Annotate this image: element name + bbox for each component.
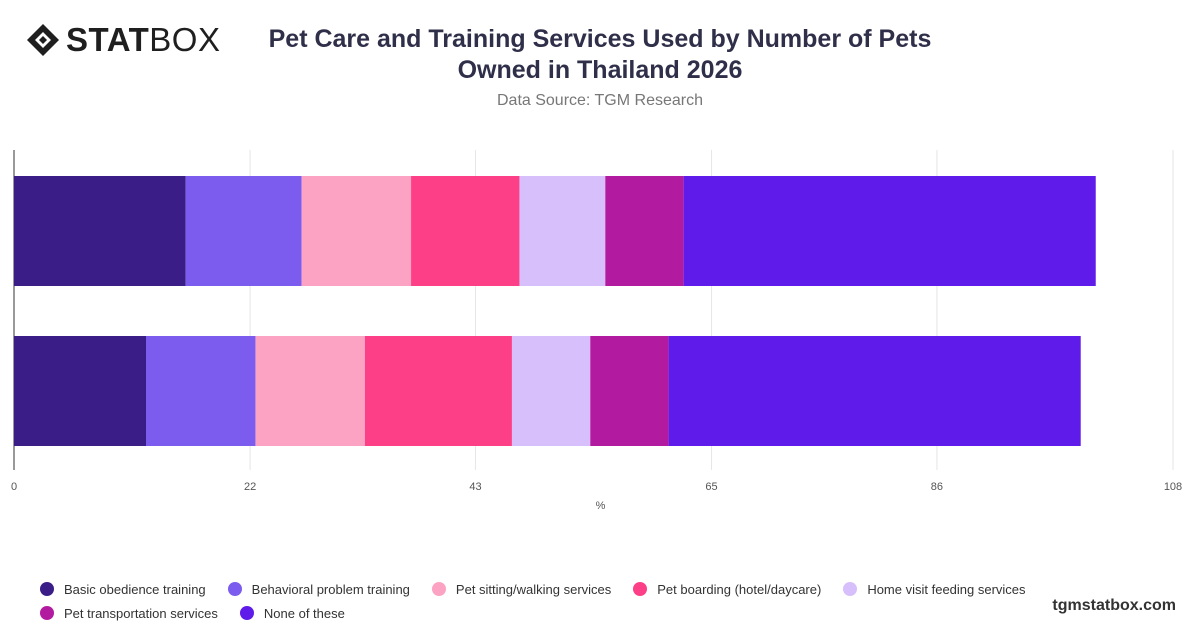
x-tick-label: 86: [931, 481, 943, 493]
legend-label: Home visit feeding services: [867, 581, 1026, 597]
chart-subtitle: Data Source: TGM Research: [496, 92, 703, 109]
legend-swatch: [843, 582, 858, 596]
x-tick-label: 0: [11, 481, 17, 493]
chart-legend: Basic obedience training Behavioral probl…: [40, 580, 1180, 622]
legend-swatch: [40, 582, 54, 596]
bar-segment: [301, 176, 412, 286]
watermark: tgmstatbox.com: [1052, 597, 1176, 614]
logo-bold-text: STAT: [66, 21, 150, 58]
bar-segment: [683, 176, 1096, 286]
bar-segment: [605, 176, 684, 286]
chart-title: Pet Care and Training Services Used by N…: [268, 25, 932, 84]
legend-label: Pet sitting/walking services: [455, 581, 612, 597]
x-tick-label: 22: [244, 481, 256, 493]
logo-light-text: BOX: [149, 21, 221, 58]
legend-swatch: [227, 582, 242, 596]
bar-segment: [511, 336, 591, 446]
legend-label: Pet boarding (hotel/daycare): [657, 581, 822, 597]
x-tick-label: 43: [469, 481, 481, 493]
bar-segment: [668, 336, 1081, 446]
bar-segment: [364, 336, 512, 446]
legend-label: None of these: [263, 605, 345, 621]
bar-segment: [411, 176, 520, 286]
bar-segment: [185, 176, 302, 286]
legend-label: Pet transportation services: [64, 605, 218, 621]
x-tick-label: 65: [705, 481, 717, 493]
bar-segment: [519, 176, 606, 286]
brand-logo: STATBOX: [26, 22, 220, 58]
bar-segment: [255, 336, 365, 446]
legend-swatch: [40, 606, 54, 620]
legend-swatch: [239, 606, 254, 620]
x-tick-label: 108: [1164, 481, 1182, 493]
logo-wordmark: STATBOX: [66, 22, 220, 58]
legend-item[interactable]: Pet sitting/walking services: [431, 580, 612, 598]
legend-item[interactable]: Pet boarding (hotel/daycare): [633, 580, 821, 598]
legend-item[interactable]: Basic obedience training: [40, 580, 206, 598]
legend-label: Behavioral problem training: [251, 581, 410, 597]
legend-item[interactable]: None of these: [239, 604, 345, 622]
bar-segment: [590, 336, 669, 446]
bar-segment: [14, 176, 186, 286]
diamond-logo-icon: [27, 24, 59, 56]
bar-segment: [145, 336, 256, 446]
legend-item[interactable]: Behavioral problem training: [227, 580, 410, 598]
legend-swatch: [431, 582, 446, 596]
legend-item[interactable]: Pet transportation services: [40, 604, 218, 622]
x-axis-label: %: [596, 500, 606, 512]
legend-swatch: [633, 582, 648, 596]
legend-item[interactable]: Home visit feeding services: [843, 580, 1026, 598]
legend-label: Basic obedience training: [64, 581, 206, 597]
bar-segment: [14, 336, 146, 446]
